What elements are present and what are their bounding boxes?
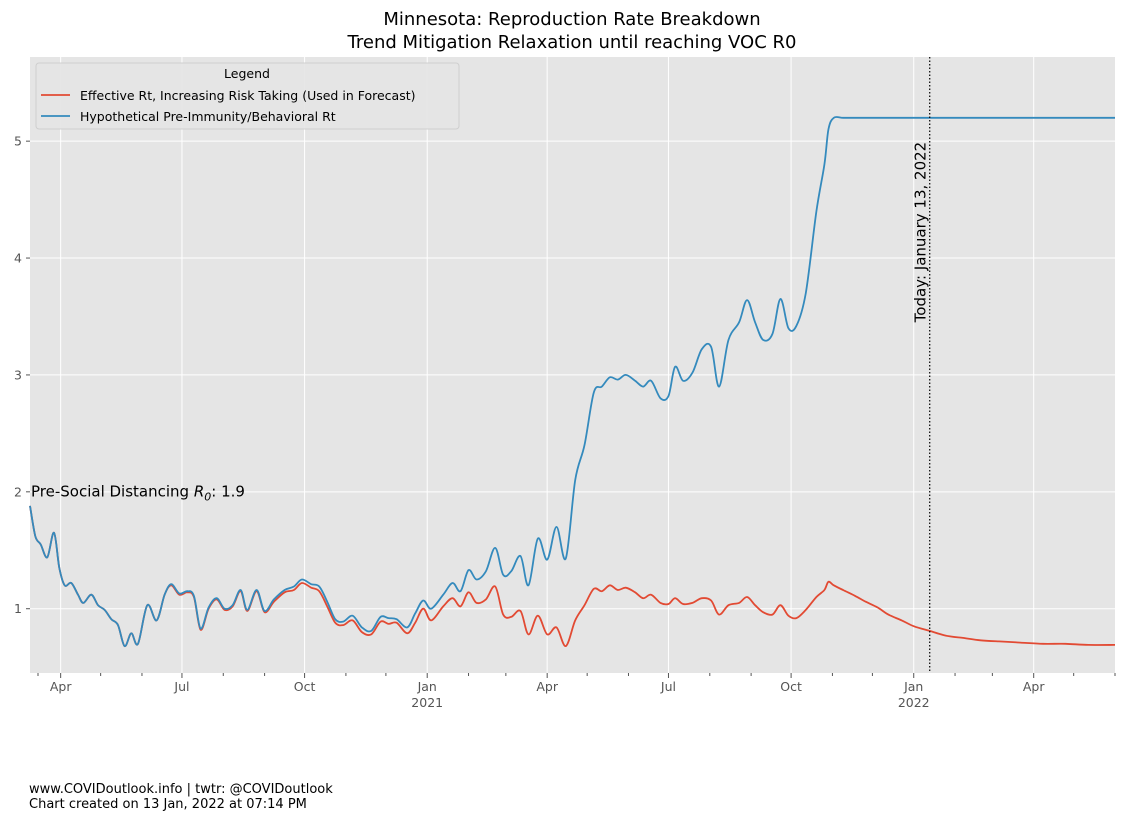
x-tick-label: Oct [294,679,316,694]
r0-subscript: 0 [204,490,211,503]
y-tick-label: 4 [14,251,22,266]
footer-site: www.COVIDoutlook.info | twtr: @COVIDoutl… [29,782,333,797]
r0-prefix: Pre-Social Distancing [31,482,194,500]
legend-box [35,62,460,130]
x-tick-label: Apr [50,679,72,694]
legend: Legend Effective Rt, Increasing Risk Tak… [35,62,460,130]
y-tick-label: 3 [14,367,22,382]
r0-suffix: : 1.9 [211,482,245,500]
x-tick-label: Jan [417,679,437,694]
y-tick-label: 1 [14,601,22,616]
chart-title: Minnesota: Reproduction Rate Breakdown [383,9,760,30]
legend-label-hypothetical-rt: Hypothetical Pre-Immunity/Behavioral Rt [80,109,336,124]
chart-subtitle: Trend Mitigation Relaxation until reachi… [347,32,797,53]
x-tick-label: Jan [903,679,923,694]
plot-area [30,57,1115,673]
legend-title: Legend [224,66,270,81]
x-tick-label: Jul [173,679,189,694]
x-tick-label: Jul [660,679,676,694]
x-tick-label: Apr [1023,679,1045,694]
y-tick-label: 2 [14,484,22,499]
x-tick-label: Apr [536,679,558,694]
footer-created: Chart created on 13 Jan, 2022 at 07:14 P… [29,797,307,812]
today-label: Today: January 13, 2022 [912,142,930,324]
r0-symbol: R [194,482,204,500]
footer: www.COVIDoutlook.info | twtr: @COVIDoutl… [29,782,333,812]
y-tick-label: 5 [14,134,22,149]
series-layer [29,116,1116,648]
grid-x [60,57,1035,673]
x-tick-year-label: 2022 [898,695,930,710]
r0-annotation: Pre-Social Distancing R0: 1.9 [31,482,245,503]
series-line-hypothetical-rt [29,116,1115,648]
x-tick-label: Oct [780,679,802,694]
legend-label-effective-rt: Effective Rt, Increasing Risk Taking (Us… [80,88,415,103]
y-axis-ticks: 1 2 3 4 5 [14,134,30,616]
x-tick-year-label: 2021 [411,695,443,710]
grid-y [30,140,1115,610]
